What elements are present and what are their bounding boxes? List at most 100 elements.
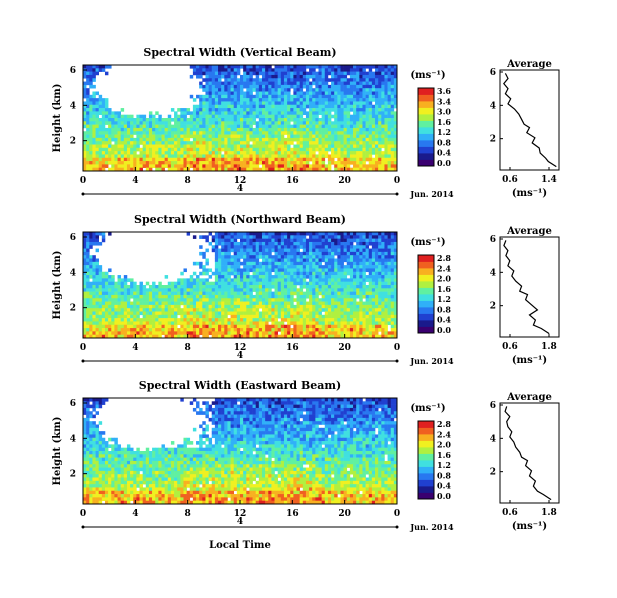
heatmap-cell <box>130 318 134 322</box>
heatmap-cell <box>221 154 225 159</box>
heatmap-cell <box>299 304 304 309</box>
heatmap-cell <box>224 311 228 316</box>
heatmap-cell <box>126 124 131 129</box>
heatmap-cell <box>258 298 263 302</box>
heatmap-cell <box>312 232 316 236</box>
heatmap-cell <box>196 108 200 112</box>
heatmap-cell <box>202 251 206 256</box>
heatmap-cell <box>265 285 269 289</box>
heatmap-cell <box>353 88 357 92</box>
heatmap-cell <box>183 278 187 282</box>
heatmap-cell <box>170 157 175 162</box>
heatmap-cell <box>214 255 219 259</box>
heatmap-cell <box>189 131 194 135</box>
heatmap-cell <box>130 281 134 286</box>
heatmap-cell <box>148 308 153 312</box>
heatmap-cell <box>211 285 216 289</box>
heatmap-cell <box>145 118 150 122</box>
heatmap-cell <box>214 164 219 168</box>
heatmap-cell <box>287 304 291 309</box>
heatmap-cell <box>233 154 238 159</box>
heatmap-cell <box>255 321 260 326</box>
heatmap-cell <box>139 164 143 168</box>
heatmap-cell <box>280 91 285 96</box>
heatmap-cell <box>309 261 313 266</box>
heatmap-cell <box>145 311 150 316</box>
heatmap-cell <box>280 98 285 102</box>
heatmap-cell <box>265 164 269 168</box>
heatmap-cell <box>349 288 354 292</box>
heatmap-cell <box>117 304 121 309</box>
heatmap-cell <box>230 68 235 72</box>
heatmap-cell <box>318 245 322 249</box>
heatmap-cell <box>365 94 370 99</box>
heatmap-cell <box>305 294 310 299</box>
heatmap-cell <box>265 238 269 243</box>
heatmap-cell <box>390 164 395 168</box>
heatmap-cell <box>268 301 272 306</box>
heatmap-cell <box>318 255 322 259</box>
heatmap-cell <box>89 255 93 259</box>
heatmap-cell <box>174 154 178 159</box>
heatmap-cell <box>277 88 282 92</box>
heatmap-cell <box>324 154 329 159</box>
heatmap-cell <box>337 318 341 322</box>
heatmap-cell <box>236 301 241 306</box>
heatmap-cell <box>375 124 379 129</box>
heatmap-cell <box>158 294 162 299</box>
heatmap-cell <box>161 127 165 132</box>
heatmap-cell <box>312 147 316 152</box>
heatmap-cell <box>315 301 319 306</box>
heatmap-cell <box>375 91 379 96</box>
heatmap-cell <box>236 275 241 279</box>
heatmap-cell <box>227 151 231 155</box>
heatmap-cell <box>205 134 209 139</box>
heatmap-cell <box>375 81 379 86</box>
heatmap-cell <box>280 68 285 72</box>
heatmap-cell <box>302 98 307 102</box>
heatmap-cell <box>98 275 103 279</box>
heatmap-cell <box>375 157 379 162</box>
heatmap-cell <box>192 104 197 109</box>
heatmap-cell <box>246 147 250 152</box>
heatmap-cell <box>192 308 197 312</box>
heatmap-cell <box>280 81 285 86</box>
heatmap-cell <box>280 265 285 269</box>
heatmap-cell <box>349 98 354 102</box>
heatmap-cell <box>309 127 313 132</box>
heatmap-cell <box>315 118 319 122</box>
heatmap-cell <box>170 108 175 112</box>
heatmap-cell <box>243 232 247 236</box>
heatmap-cell <box>104 291 109 296</box>
heatmap-cell <box>265 94 269 99</box>
heatmap-cell <box>101 98 106 102</box>
heatmap-cell <box>390 308 395 312</box>
heatmap-cell <box>214 251 219 256</box>
heatmap-cell <box>83 74 87 79</box>
heatmap-cell <box>202 304 206 309</box>
heatmap-cell <box>349 161 354 165</box>
heatmap-cell <box>114 127 118 132</box>
heatmap-cell <box>268 111 272 115</box>
heatmap-cell <box>170 304 175 309</box>
heatmap-cell <box>117 144 121 149</box>
heatmap-cell <box>324 65 329 69</box>
heatmap-cell <box>101 271 106 276</box>
heatmap-cell <box>318 144 322 149</box>
heatmap-cell <box>255 238 260 243</box>
heatmap-cell <box>167 124 172 129</box>
heatmap-cell <box>224 118 228 122</box>
heatmap-cell <box>214 124 219 129</box>
heatmap-cell <box>177 164 181 168</box>
heatmap-cell <box>192 294 197 299</box>
heatmap-cell <box>343 134 348 139</box>
heatmap-cell <box>214 98 219 102</box>
heatmap-cell <box>305 157 310 162</box>
heatmap-cell <box>208 268 213 273</box>
heatmap-cell <box>381 101 385 106</box>
heatmap-cell <box>390 268 395 273</box>
heatmap-cell <box>378 157 382 162</box>
heatmap-cell <box>274 78 278 82</box>
heatmap-cell <box>111 304 115 309</box>
heatmap-cell <box>202 311 206 316</box>
